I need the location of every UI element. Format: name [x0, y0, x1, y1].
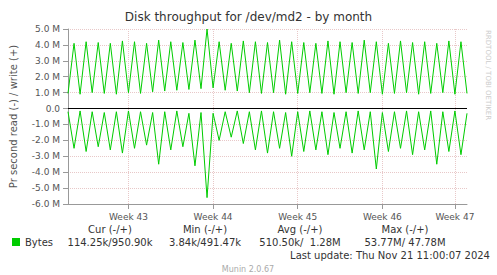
svg-text:5.0 M: 5.0 M [35, 24, 60, 34]
svg-text:RRDTOOL / TOBI OETIKER: RRDTOOL / TOBI OETIKER [484, 30, 492, 120]
svg-text:Min (-/+): Min (-/+) [183, 224, 227, 235]
svg-text:3.0 M: 3.0 M [35, 56, 60, 66]
svg-text:Week 44: Week 44 [194, 212, 233, 222]
svg-text:1.0 M: 1.0 M [35, 88, 60, 98]
svg-text:4.0 M: 4.0 M [35, 40, 60, 50]
svg-text:Week 45: Week 45 [278, 212, 317, 222]
svg-text:114.25k/950.90k: 114.25k/950.90k [68, 237, 153, 248]
svg-text:Munin 2.0.67: Munin 2.0.67 [222, 265, 274, 274]
svg-text:Pr second read (-) / write (+): Pr second read (-) / write (+) [8, 45, 19, 188]
svg-text:-3.0 M: -3.0 M [32, 151, 60, 161]
svg-text:-4.0 M: -4.0 M [32, 167, 60, 177]
svg-text:Cur (-/+): Cur (-/+) [88, 224, 132, 235]
svg-text:0.0: 0.0 [46, 104, 61, 114]
svg-text:-1.0 M: -1.0 M [32, 119, 60, 129]
svg-text:Last update: Thu Nov 21 11:00:: Last update: Thu Nov 21 11:00:07 2024 [290, 250, 490, 261]
svg-text:Bytes: Bytes [25, 237, 53, 248]
svg-text:2.0 M: 2.0 M [35, 72, 60, 82]
svg-text:Week 46: Week 46 [363, 212, 402, 222]
svg-text:Max (-/+): Max (-/+) [381, 224, 428, 235]
svg-text:-6.0 M: -6.0 M [32, 199, 60, 209]
svg-text:3.84k/491.47k: 3.84k/491.47k [169, 237, 241, 248]
svg-text:510.50k/ 1.28M: 510.50k/ 1.28M [259, 237, 340, 248]
svg-text:Disk throughput for /dev/md2 -: Disk throughput for /dev/md2 - by month [125, 10, 372, 24]
svg-text:Week 47: Week 47 [435, 212, 474, 222]
svg-text:-5.0 M: -5.0 M [32, 183, 60, 193]
svg-text:Week 43: Week 43 [109, 212, 148, 222]
svg-text:Avg (-/+): Avg (-/+) [278, 224, 323, 235]
svg-text:-2.0 M: -2.0 M [32, 135, 60, 145]
svg-text:53.77M/ 47.78M: 53.77M/ 47.78M [364, 237, 445, 248]
